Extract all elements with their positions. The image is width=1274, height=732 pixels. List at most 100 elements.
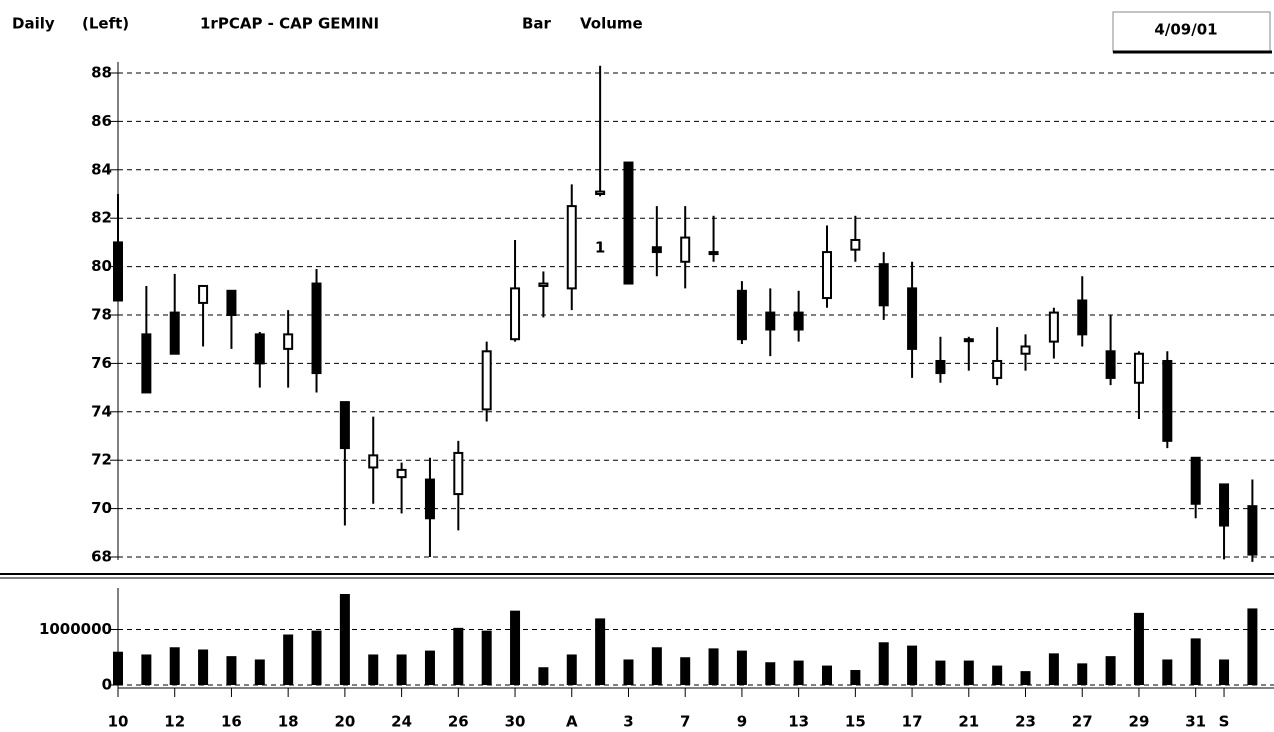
volume-bar	[283, 634, 294, 685]
volume-bar	[481, 630, 492, 685]
candle-body	[368, 454, 379, 469]
candle-body	[623, 161, 634, 285]
volume-bar	[510, 610, 521, 685]
x-tick-label: 18	[278, 713, 299, 731]
volume-bar	[1048, 653, 1059, 685]
candle-body	[481, 350, 492, 411]
candle-body	[1219, 483, 1230, 527]
volume-bar	[935, 660, 946, 685]
x-tick-label: 23	[1015, 713, 1036, 731]
x-tick-label: 3	[623, 713, 633, 731]
y-tick-label: 76	[91, 354, 112, 372]
volume-bar	[396, 654, 407, 685]
candle-body	[169, 311, 180, 355]
candle-body	[113, 241, 123, 302]
y-tick-label: 80	[91, 257, 112, 275]
panel-name: Volume	[580, 15, 643, 33]
volume-bar	[736, 650, 747, 685]
candle-body	[1162, 359, 1173, 442]
x-tick-label: 10	[108, 713, 129, 731]
x-tick-label: 16	[221, 713, 242, 731]
volume-bar	[311, 630, 322, 685]
y-tick-label: 78	[91, 306, 112, 324]
x-tick-label: 24	[391, 713, 412, 731]
volume-bar	[1105, 656, 1116, 685]
candle-body	[510, 287, 521, 341]
candle-body	[963, 338, 974, 343]
volume-bar	[1219, 659, 1230, 685]
axis-side: (Left)	[82, 15, 129, 33]
x-tick-label: 21	[958, 713, 979, 731]
x-tick-label: 7	[680, 713, 690, 731]
y-tick-label: 0	[102, 676, 112, 694]
x-tick-label: 26	[448, 713, 469, 731]
candle-body	[453, 451, 464, 496]
x-tick-label: 17	[902, 713, 923, 731]
volume-bar	[1162, 659, 1173, 685]
x-tick-label: 15	[845, 713, 866, 731]
volume-bar	[339, 593, 350, 685]
volume-bar	[1020, 671, 1031, 685]
y-tick-label: 70	[91, 499, 112, 517]
candle-body	[396, 468, 407, 479]
date: 4/09/01	[1154, 21, 1217, 39]
volume-bar	[850, 670, 861, 685]
x-tick-label: 13	[788, 713, 809, 731]
candle-body	[141, 333, 152, 394]
x-tick-label: S	[1219, 713, 1230, 731]
volume-bar	[113, 651, 123, 685]
volume-bar	[254, 659, 265, 685]
candle-body	[850, 238, 861, 251]
candle-body	[198, 284, 209, 304]
volume-bar	[651, 647, 662, 685]
candle-body	[1048, 311, 1059, 343]
candle-body	[226, 289, 237, 316]
chart-title: 1rPCAP - CAP GEMINI	[200, 15, 379, 33]
x-tick-label: 12	[164, 713, 185, 731]
candle-body	[424, 478, 435, 520]
candle-body	[708, 251, 719, 256]
candle-body	[736, 289, 747, 341]
volume-bar	[566, 654, 577, 685]
x-tick-label: 20	[334, 713, 355, 731]
volume-bar	[623, 659, 634, 685]
volume-bar	[708, 648, 719, 685]
volume-bar	[198, 649, 209, 685]
y-tick-label: 68	[91, 548, 112, 566]
volume-bar	[368, 654, 379, 685]
volume-bar	[822, 665, 832, 685]
candle-body	[651, 246, 662, 254]
volume-bar	[226, 656, 237, 685]
candle-body	[765, 311, 776, 331]
candle-body	[822, 251, 832, 300]
candle-body	[538, 282, 549, 287]
volume-bar	[1190, 638, 1201, 685]
volume-bar	[1077, 663, 1088, 685]
volume-bar	[878, 642, 889, 685]
candle-body	[1247, 505, 1258, 556]
candle-body	[878, 263, 889, 307]
volume-bar	[169, 647, 180, 685]
volume-bar	[1133, 612, 1144, 685]
candle-body	[907, 287, 918, 350]
candle-body	[311, 282, 322, 375]
candle-body	[254, 333, 265, 365]
candle-body	[680, 236, 691, 263]
volume-bar	[680, 657, 691, 685]
chart-style: Bar	[522, 15, 552, 33]
y-tick-label: 74	[91, 402, 112, 420]
candle-body	[793, 311, 804, 331]
x-tick-label: 31	[1185, 713, 1206, 731]
candle-body	[1190, 456, 1201, 505]
candle-body	[339, 401, 350, 450]
candle-body	[1133, 352, 1144, 384]
volume-bar	[907, 645, 918, 685]
y-tick-label: 84	[91, 160, 112, 178]
candle-body	[566, 205, 577, 290]
y-tick-label: 88	[91, 64, 112, 82]
volume-bar	[453, 627, 464, 685]
period: Daily	[12, 15, 55, 33]
x-tick-label: 29	[1129, 713, 1150, 731]
annotation: 1	[595, 239, 605, 257]
